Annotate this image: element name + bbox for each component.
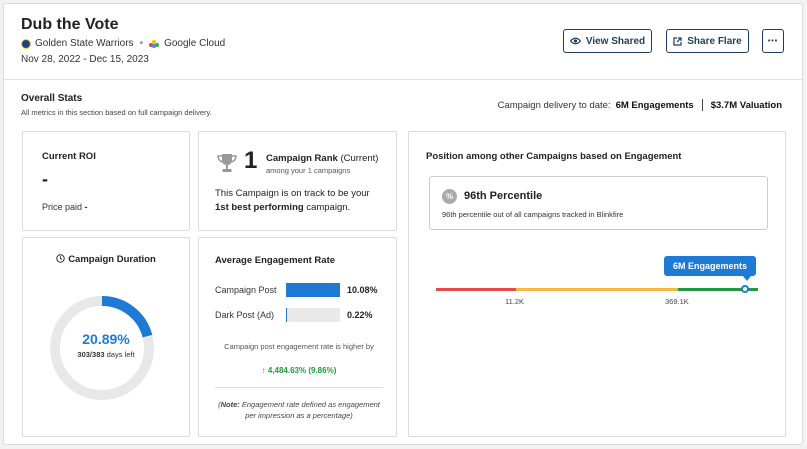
percentile-box: % 96th Percentile 96th percentile out of… <box>429 176 768 230</box>
clock-icon <box>56 254 65 263</box>
campaign-page: Dub the Vote Golden State Warriors • Goo… <box>3 3 803 445</box>
rank-description: This Campaign is on track to be your 1st… <box>215 187 390 215</box>
delivery-divider <box>701 99 703 111</box>
trophy-icon <box>217 154 237 172</box>
rank-label: Campaign Rank (Current) <box>266 153 378 164</box>
team-name: Golden State Warriors <box>35 38 134 49</box>
share-flare-button[interactable]: Share Flare <box>666 29 749 53</box>
rank-text-bold: 1st best performing <box>215 202 304 213</box>
duration-days-count: 303/383 <box>77 350 105 359</box>
engagement-divider <box>215 387 383 388</box>
scale-segment-mid <box>516 288 678 291</box>
price-paid-label: Price paid <box>42 202 83 212</box>
scale-segment-high <box>678 288 758 291</box>
scale-segment-low <box>436 288 516 291</box>
percent-icon: % <box>442 189 457 204</box>
tick-label-low: 11.2K <box>505 297 525 306</box>
campaign-post-value: 10.08% <box>347 285 378 295</box>
campaign-header: Dub the Vote Golden State Warriors • Goo… <box>4 4 802 80</box>
footnote-text: Engagement rate defined as engagement pe… <box>241 400 380 420</box>
roi-card: Current ROI - Price paid - <box>22 131 190 231</box>
share-flare-label: Share Flare <box>687 35 742 47</box>
engagement-footnote: (Note: Engagement rate defined as engage… <box>218 400 380 420</box>
position-card: Position among other Campaigns based on … <box>408 131 786 437</box>
overall-stats-subtitle: All metrics in this section based on ful… <box>21 108 212 117</box>
roi-title: Current ROI <box>42 151 96 162</box>
engagement-rate-card: Average Engagement Rate Campaign Post 10… <box>198 237 397 437</box>
duration-title: Campaign Duration <box>68 254 156 265</box>
dark-post-value: 0.22% <box>347 310 373 320</box>
percentile-sub: 96th percentile out of all campaigns tra… <box>442 210 624 219</box>
percentile-title: 96th Percentile <box>464 190 543 202</box>
donut-progress <box>50 296 154 400</box>
engagement-increase: ↑ 4,484.63% (9.86%) <box>261 366 337 375</box>
external-link-icon <box>673 36 682 46</box>
tick-label-high: 369.1K <box>665 297 689 306</box>
position-title: Position among other Campaigns based on … <box>426 151 682 162</box>
dark-post-bar-fill <box>286 308 288 322</box>
duration-days-suffix: days left <box>106 350 135 359</box>
more-dots-icon: ••• <box>767 37 779 45</box>
engagement-note: Campaign post engagement rate is higher … <box>224 342 374 351</box>
price-paid: Price paid - <box>42 202 88 212</box>
footnote-bold: Note: <box>220 400 240 409</box>
campaign-post-label: Campaign Post <box>215 285 277 295</box>
rank-label-main: Campaign Rank <box>266 153 338 164</box>
duration-card: Campaign Duration 20.89% 303/383 days le… <box>22 237 190 437</box>
page-title: Dub the Vote <box>21 16 119 33</box>
percentile-scale <box>436 288 758 291</box>
engagement-title: Average Engagement Rate <box>215 255 336 266</box>
delivery-label: Campaign delivery to date: <box>497 99 611 111</box>
meta-separator: • <box>139 38 144 49</box>
delivery-valuation: $3.7M Valuation <box>710 99 782 111</box>
dark-post-bar <box>286 308 340 322</box>
more-options-button[interactable]: ••• <box>762 29 784 53</box>
duration-title-row: Campaign Duration <box>23 254 189 265</box>
team-logo-icon <box>21 38 31 49</box>
delivery-engagements: 6M Engagements <box>615 99 694 111</box>
eye-icon <box>569 37 581 45</box>
rank-card: 1 Campaign Rank (Current) among your 1 c… <box>198 131 397 231</box>
campaign-post-bar-fill <box>286 283 340 297</box>
rank-text-prefix: This Campaign is on track to be your <box>215 188 370 199</box>
overall-stats-title: Overall Stats <box>21 93 83 104</box>
partner-name: Google Cloud <box>164 38 226 49</box>
delivery-summary: Campaign delivery to date: 6M Engagement… <box>498 99 782 111</box>
view-shared-label: View Shared <box>585 35 646 47</box>
duration-percent: 20.89% <box>82 331 130 347</box>
duration-days: 303/383 days left <box>23 350 189 359</box>
price-paid-value: - <box>84 202 88 212</box>
dark-post-label: Dark Post (Ad) <box>215 310 275 320</box>
roi-value: - <box>42 169 48 189</box>
campaign-post-bar <box>286 283 340 297</box>
rank-sub: among your 1 campaigns <box>266 166 351 175</box>
campaign-dates: Nov 28, 2022 - Dec 15, 2023 <box>21 54 149 65</box>
campaign-meta: Golden State Warriors • Google Cloud <box>21 38 225 49</box>
google-cloud-icon <box>149 39 160 48</box>
rank-text-suffix: campaign. <box>306 202 351 213</box>
view-shared-button[interactable]: View Shared <box>563 29 652 53</box>
rank-number: 1 <box>244 147 258 174</box>
position-marker <box>741 285 750 293</box>
engagement-tooltip: 6M Engagements <box>664 256 756 276</box>
rank-label-suffix: (Current) <box>340 153 379 164</box>
tooltip-arrow <box>743 276 751 281</box>
duration-donut <box>50 296 154 400</box>
